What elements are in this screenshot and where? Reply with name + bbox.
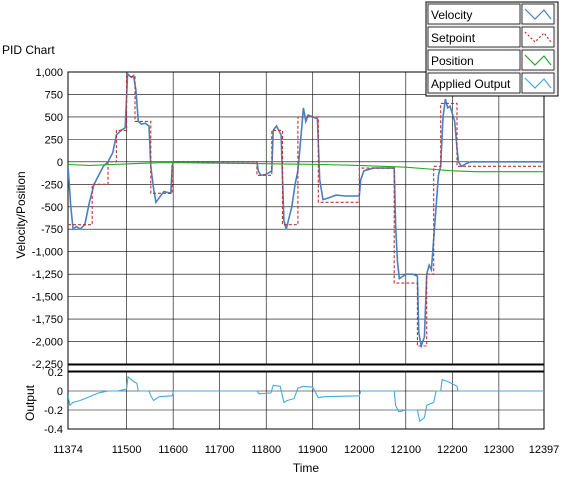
x-tick-label: 12397 <box>529 444 560 456</box>
legend-entry-position: Position <box>431 54 474 68</box>
upper-y-tick-label: -250 <box>41 179 63 191</box>
series-position <box>68 162 544 173</box>
upper-plot-panel: 1,000 750 500 250 0 -250 -500 -750 -1,000 -1,250 -… <box>32 67 545 372</box>
x-tick-label: 12000 <box>344 444 375 456</box>
x-tick-label: 11500 <box>112 444 142 456</box>
legend-label-box <box>427 3 521 25</box>
x-tick-label: 11700 <box>205 444 235 456</box>
lower-y-tick-label: -0.4 <box>44 424 63 436</box>
chart-title: PID Chart <box>2 43 55 57</box>
legend-swatch-box <box>521 49 555 71</box>
legend-label-box <box>427 49 521 71</box>
lower-y-axis-title: Output <box>23 384 37 421</box>
x-tick-label: 11800 <box>251 444 281 456</box>
upper-y-tick-label: -1,250 <box>32 269 63 281</box>
upper-y-tick-label: -1,750 <box>32 314 63 326</box>
upper-y-tick-label: -500 <box>41 202 63 214</box>
upper-y-tick-label: 250 <box>45 134 63 146</box>
upper-y-tick-label: 0 <box>57 157 63 169</box>
x-tick-label: 11374 <box>53 444 83 456</box>
x-tick-label: 12100 <box>391 444 422 456</box>
legend-swatch-box <box>521 72 555 94</box>
upper-y-tick-label: -1,000 <box>32 247 63 259</box>
upper-y-tick-label: -2,250 <box>32 359 63 371</box>
lower-plot-area <box>67 371 545 430</box>
x-axis: 11374 11500 11600 11700 11800 11900 12000 12100… <box>53 444 559 456</box>
legend-swatch <box>524 77 552 89</box>
panel-splitter <box>67 364 545 372</box>
legend-swatch-box <box>521 3 555 25</box>
lower-y-tick-label: -0.2 <box>44 405 63 417</box>
lower-plot-panel: 0.2 0 -0.2 -0.4 <box>44 367 545 436</box>
legend: Velocity Setpoint Position Applied Output <box>425 1 559 97</box>
legend-label-box <box>427 72 521 94</box>
upper-y-tick-label: 1,000 <box>35 67 63 79</box>
upper-y-tick-label: -1,500 <box>32 292 63 304</box>
legend-entry-setpoint: Setpoint <box>431 31 476 45</box>
upper-y-tick-label: -750 <box>41 224 63 236</box>
x-axis-title: Time <box>293 461 320 475</box>
upper-y-axis-title: Velocity/Position <box>14 171 28 258</box>
lower-y-tick-label: 0 <box>57 386 63 398</box>
upper-y-tick-label: 500 <box>45 112 63 124</box>
upper-plot-area <box>67 71 545 365</box>
x-tick-label: 12300 <box>484 444 515 456</box>
legend-swatch <box>524 54 552 66</box>
legend-swatch <box>524 31 552 43</box>
lower-y-tick-label: 0.2 <box>48 367 63 379</box>
x-tick-label: 11900 <box>298 444 328 456</box>
legend-entry-velocity: Velocity <box>431 8 472 22</box>
legend-label-box <box>427 26 521 48</box>
upper-y-tick-label: -2,000 <box>32 337 63 349</box>
series-setpoint <box>68 75 544 347</box>
legend-swatch <box>524 8 552 20</box>
x-tick-label: 11600 <box>158 444 188 456</box>
legend-swatch-box <box>521 26 555 48</box>
x-tick-label: 12200 <box>437 444 468 456</box>
legend-entry-applied-output: Applied Output <box>431 77 511 91</box>
upper-y-tick-label: 750 <box>45 89 63 101</box>
series-applied-output <box>68 375 544 423</box>
